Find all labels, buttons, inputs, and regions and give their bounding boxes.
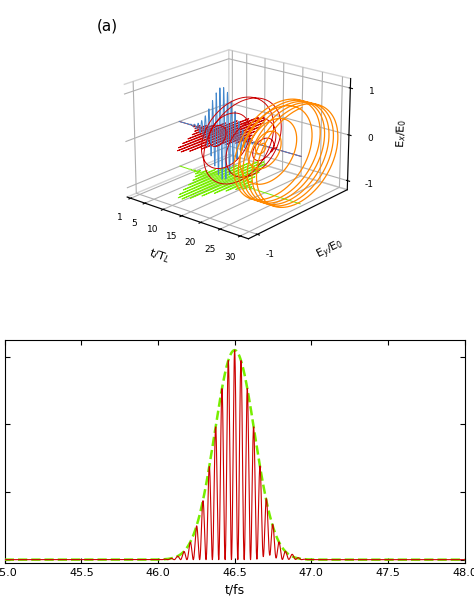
Text: (a): (a) (97, 18, 118, 34)
X-axis label: t/fs: t/fs (225, 583, 245, 597)
X-axis label: t/T$_L$: t/T$_L$ (147, 247, 172, 266)
Y-axis label: E$_y$/E$_0$: E$_y$/E$_0$ (314, 236, 347, 264)
